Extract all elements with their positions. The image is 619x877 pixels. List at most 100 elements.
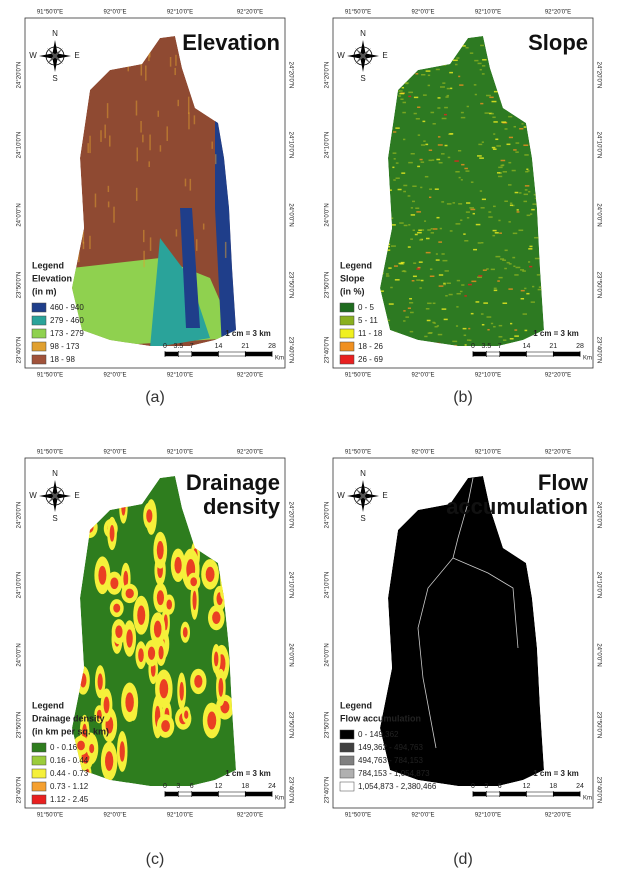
slope-texture: [420, 159, 423, 161]
slope-texture: [483, 269, 487, 271]
slope-texture: [442, 82, 445, 84]
slope-texture: [483, 302, 488, 304]
slope-texture: [395, 279, 400, 281]
slope-texture: [428, 332, 432, 334]
legend-subtitle: (in m): [32, 286, 57, 296]
scale-tick-label: 28: [268, 343, 276, 350]
slope-texture: [482, 65, 485, 67]
legend-subtitle: Slope: [340, 273, 365, 283]
lat-label: 24°0'0"N: [287, 203, 293, 226]
density-core: [110, 577, 118, 589]
lat-label: 23°50'0"N: [17, 712, 23, 739]
slope-texture: [475, 94, 477, 96]
slope-texture: [445, 145, 448, 147]
lat-label: 23°40'0"N: [325, 777, 331, 804]
map-panel: 91°50'0"E91°50'0"E92°0'0"E92°0'0"E92°10'…: [325, 450, 602, 819]
slope-texture: [480, 103, 483, 105]
slope-texture: [534, 237, 539, 239]
slope-texture: [486, 95, 491, 97]
scale-tick-label: 0: [163, 783, 167, 790]
density-core: [207, 712, 216, 730]
slope-texture: [450, 230, 453, 232]
legend-swatch: [340, 756, 354, 765]
scale-segment: [219, 792, 246, 796]
density-core: [159, 646, 164, 659]
relief: [108, 201, 110, 207]
scale-tick-label: 6: [498, 783, 502, 790]
legend-swatch: [340, 342, 354, 351]
scale-segment: [527, 792, 554, 796]
slope-texture: [497, 280, 500, 282]
scale-unit: Km: [583, 796, 592, 802]
slope-texture: [517, 211, 520, 213]
slope-texture: [461, 164, 464, 166]
slope-texture: [401, 172, 405, 174]
legend-label: 11 - 18: [358, 329, 383, 338]
density-core: [98, 566, 106, 585]
slope-texture: [389, 303, 394, 305]
lat-label: 23°50'0"N: [17, 272, 23, 299]
lat-label: 24°10'0"N: [287, 572, 293, 599]
slope-texture: [469, 207, 474, 209]
lon-label: 92°20'0"E: [237, 450, 263, 456]
legend-label: 0 - 149,362: [358, 730, 399, 739]
lat-label: 24°10'0"N: [595, 132, 601, 159]
slope-texture: [408, 224, 410, 226]
slope-texture: [482, 141, 484, 143]
slope-texture: [486, 316, 491, 318]
compass-letter: E: [74, 491, 79, 500]
slope-texture: [441, 201, 444, 203]
lon-label: 92°20'0"E: [545, 450, 571, 456]
slope-texture: [469, 340, 471, 342]
slope-texture: [408, 307, 411, 309]
slope-texture: [493, 230, 497, 232]
lat-label: 23°40'0"N: [17, 337, 23, 364]
legend-label: 494,763 - 784,153: [358, 756, 423, 765]
slope-texture: [498, 167, 502, 169]
slope-texture: [495, 256, 500, 257]
slope-texture: [516, 267, 521, 269]
slope-texture: [394, 158, 396, 160]
slope-texture: [438, 144, 443, 146]
slope-texture: [437, 325, 439, 327]
slope-texture: [423, 140, 425, 142]
relief: [143, 230, 145, 242]
slope-texture: [393, 179, 396, 181]
density-core: [113, 604, 120, 613]
slope-texture: [416, 279, 420, 281]
slope-texture: [528, 248, 532, 250]
legend-title: Legend: [32, 700, 64, 710]
scale-segment: [486, 352, 499, 356]
slope-texture: [488, 216, 492, 218]
map-title: accumulation: [446, 494, 588, 519]
relief: [136, 101, 138, 116]
panel-caption: (a): [145, 389, 165, 406]
slope-texture: [505, 250, 508, 252]
slope-texture: [513, 233, 517, 235]
map-title: Slope: [528, 30, 588, 55]
slope-texture: [488, 211, 491, 213]
slope-texture: [421, 144, 425, 146]
slope-texture: [453, 202, 456, 204]
compass-letter: S: [360, 514, 365, 523]
slope-texture: [400, 99, 403, 101]
slope-texture: [399, 222, 403, 224]
slope-texture: [508, 288, 512, 290]
relief: [87, 143, 89, 153]
lon-label: 92°20'0"E: [237, 373, 263, 379]
slope-texture: [457, 280, 460, 282]
slope-texture: [514, 335, 519, 337]
slope-texture: [500, 258, 504, 260]
slope-texture: [461, 179, 463, 181]
legend-label: 149,362 - 494,763: [358, 743, 423, 752]
map-title: Elevation: [182, 30, 280, 55]
slope-texture: [447, 203, 452, 205]
slope-texture: [492, 235, 495, 237]
slope-texture: [461, 284, 464, 286]
relief: [215, 154, 217, 164]
slope-texture: [455, 64, 457, 65]
legend-title: Legend: [32, 260, 64, 270]
slope-texture: [426, 252, 431, 254]
slope-texture: [508, 221, 510, 223]
slope-texture: [492, 101, 497, 103]
